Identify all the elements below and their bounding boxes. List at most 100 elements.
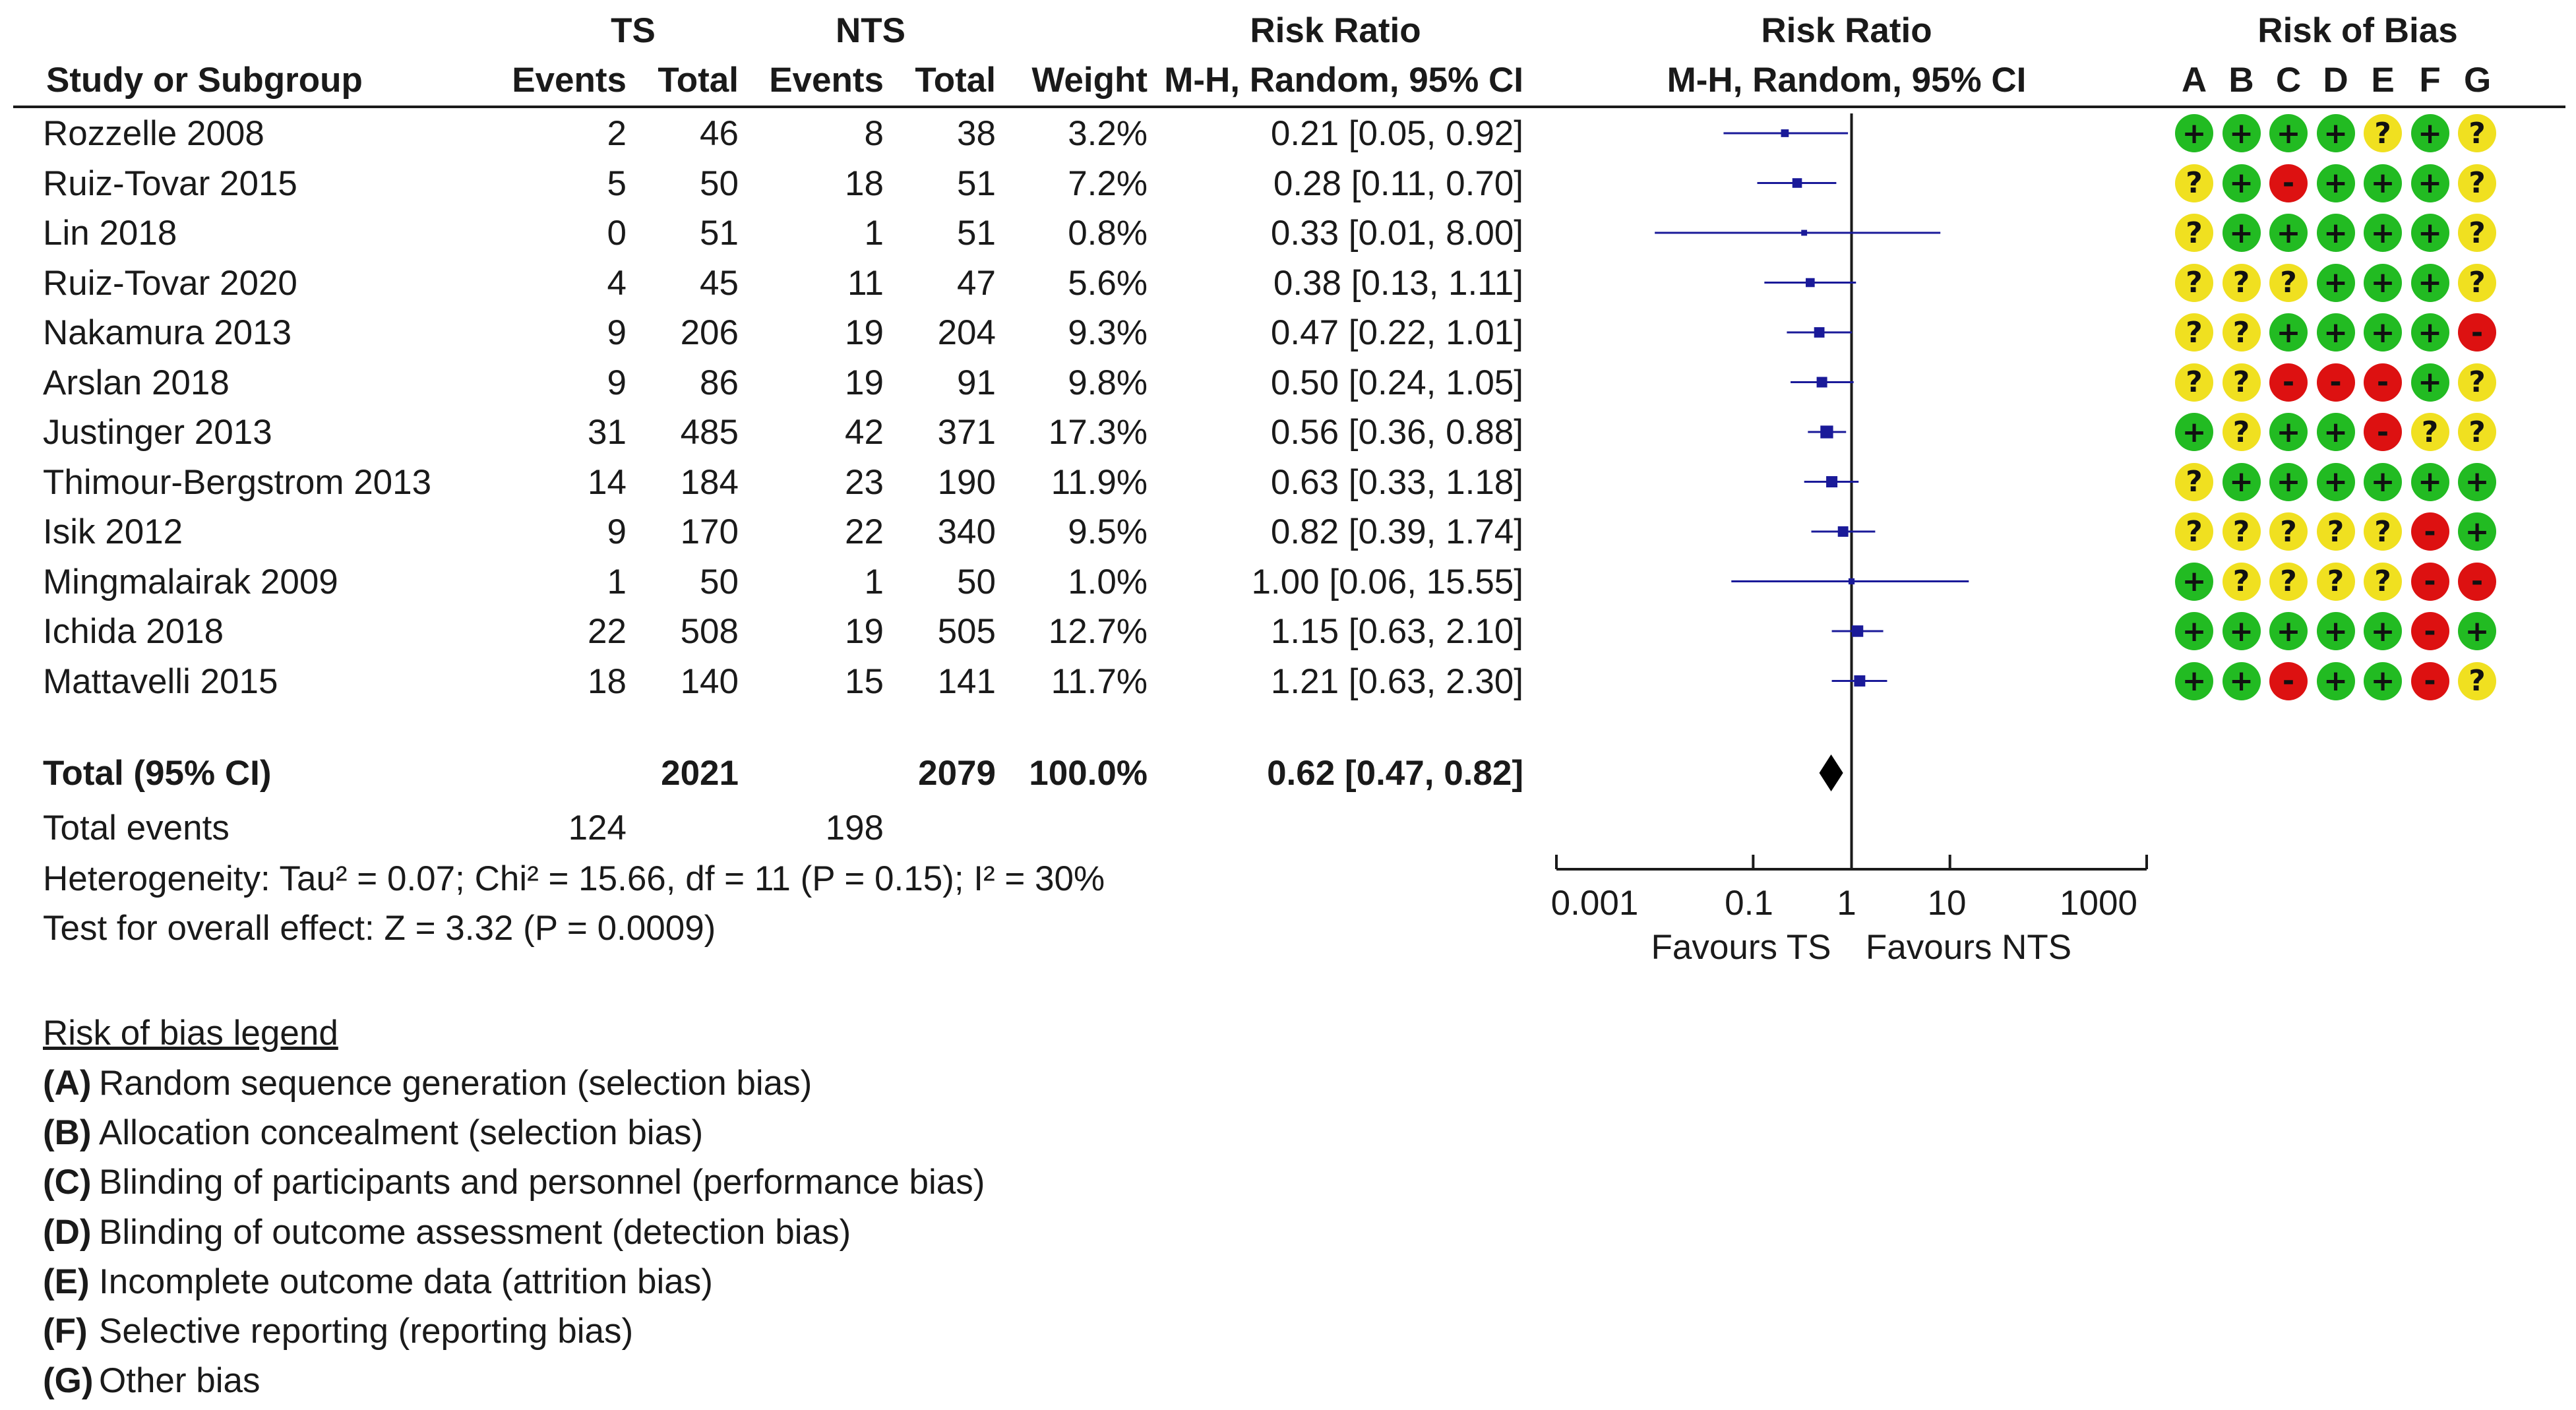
legend-text: Random sequence generation (selection bi… bbox=[99, 1064, 813, 1103]
rob-header-title: Risk of Bias bbox=[2257, 11, 2458, 50]
rob-high-dot: - bbox=[2410, 512, 2449, 551]
rob-low-dot: + bbox=[2364, 214, 2402, 252]
nts-total: 190 bbox=[937, 462, 996, 502]
study-name: Isik 2012 bbox=[43, 512, 183, 551]
rob-unclear-dot: ? bbox=[2175, 313, 2213, 352]
rob-low-dot: + bbox=[2175, 114, 2213, 152]
study-weight: 1.0% bbox=[1068, 562, 1148, 601]
nts-total: 38 bbox=[957, 114, 996, 153]
study-ci-text: 0.28 [0.11, 0.70] bbox=[1273, 164, 1523, 203]
rob-unclear-dot: ? bbox=[2222, 363, 2261, 402]
study-weight: 5.6% bbox=[1068, 263, 1148, 303]
legend-key: (E) bbox=[43, 1262, 90, 1301]
rob-letter-g: G bbox=[2464, 61, 2492, 100]
rob-low-dot: + bbox=[2222, 214, 2261, 252]
rob-low-dot: + bbox=[2410, 363, 2449, 402]
rob-low-dot: + bbox=[2458, 462, 2496, 501]
rob-low-dot: + bbox=[2222, 612, 2261, 650]
rob-unclear-dot: ? bbox=[2458, 114, 2496, 152]
rob-low-dot: + bbox=[2316, 214, 2355, 252]
point-estimate-marker bbox=[1816, 377, 1827, 388]
nts-events: 42 bbox=[845, 413, 884, 452]
rob-high-dot: - bbox=[2269, 363, 2308, 402]
nts-events: 1 bbox=[864, 214, 884, 253]
total-events-ts: 124 bbox=[568, 809, 627, 847]
rob-low-dot: + bbox=[2175, 562, 2213, 601]
rob-unclear-dot: ? bbox=[2175, 263, 2213, 302]
ts-total: 46 bbox=[700, 114, 739, 153]
plot-header-title: Risk Ratio bbox=[1761, 11, 1932, 50]
legend-text: Other bias bbox=[99, 1361, 261, 1401]
study-name: Lin 2018 bbox=[43, 214, 177, 253]
study-column-header: Study or Subgroup bbox=[46, 61, 363, 100]
rob-low-dot: + bbox=[2175, 413, 2213, 451]
ts-events: 4 bbox=[607, 263, 627, 303]
rob-unclear-dot: ? bbox=[2222, 413, 2261, 451]
rob-unclear-dot: ? bbox=[2175, 164, 2213, 202]
study-name: Arslan 2018 bbox=[43, 363, 230, 402]
rr-header-method: M-H, Random, 95% CI bbox=[1164, 61, 1523, 100]
rob-low-dot: + bbox=[2269, 413, 2308, 451]
study-name: Thimour-Bergstrom 2013 bbox=[43, 462, 432, 502]
nts-events: 15 bbox=[845, 661, 884, 701]
rob-high-dot: - bbox=[2364, 363, 2402, 402]
total-ci-label: Total (95% CI) bbox=[43, 754, 272, 793]
x-tick-label: 1 bbox=[1837, 884, 1856, 923]
rob-high-dot: - bbox=[2364, 413, 2402, 451]
rob-low-dot: + bbox=[2316, 313, 2355, 352]
rob-unclear-dot: ? bbox=[2316, 562, 2355, 601]
ts-events: 22 bbox=[588, 612, 627, 651]
rob-unclear-dot: ? bbox=[2458, 214, 2496, 252]
legend-text: Selective reporting (reporting bias) bbox=[99, 1312, 634, 1351]
rob-low-dot: + bbox=[2316, 462, 2355, 501]
favours-nts-label: Favours NTS bbox=[1866, 928, 2071, 967]
study-weight: 17.3% bbox=[1048, 413, 1148, 452]
study-weight: 0.8% bbox=[1068, 214, 1148, 253]
point-estimate-marker bbox=[1801, 230, 1808, 236]
rob-unclear-dot: ? bbox=[2458, 661, 2496, 700]
study-name: Mingmalairak 2009 bbox=[43, 562, 338, 601]
point-estimate-marker bbox=[1814, 327, 1825, 338]
point-estimate-marker bbox=[1851, 625, 1864, 637]
rob-low-dot: + bbox=[2410, 114, 2449, 152]
rob-low-dot: + bbox=[2222, 164, 2261, 202]
study-ci-text: 0.33 [0.01, 8.00] bbox=[1270, 214, 1523, 253]
study-name: Mattavelli 2015 bbox=[43, 661, 278, 701]
rob-unclear-dot: ? bbox=[2269, 263, 2308, 302]
nts-total: 505 bbox=[937, 612, 996, 651]
plot-header-method: M-H, Random, 95% CI bbox=[1667, 61, 2027, 100]
study-weight: 12.7% bbox=[1048, 612, 1148, 651]
study-name: Justinger 2013 bbox=[43, 413, 272, 452]
rob-low-dot: + bbox=[2175, 661, 2213, 700]
nts-events: 1 bbox=[864, 562, 884, 601]
rob-unclear-dot: ? bbox=[2269, 562, 2308, 601]
study-ci-text: 0.82 [0.39, 1.74] bbox=[1270, 512, 1523, 551]
ts-events: 18 bbox=[588, 661, 627, 701]
ts-total: 140 bbox=[680, 661, 739, 701]
nts-events: 8 bbox=[864, 114, 884, 153]
rob-low-dot: + bbox=[2269, 214, 2308, 252]
study-ci-text: 1.00 [0.06, 15.55] bbox=[1251, 562, 1523, 601]
point-estimate-marker bbox=[1792, 178, 1802, 188]
point-estimate-marker bbox=[1806, 278, 1815, 288]
point-estimate-marker bbox=[1781, 129, 1789, 137]
rob-low-dot: + bbox=[2410, 462, 2449, 501]
rob-unclear-dot: ? bbox=[2458, 164, 2496, 202]
total-events-nts: 198 bbox=[825, 809, 884, 847]
point-estimate-marker bbox=[1826, 475, 1838, 488]
total-ci-text: 0.62 [0.47, 0.82] bbox=[1267, 754, 1523, 793]
nts-total-header: Total bbox=[915, 61, 996, 100]
legend-text: Allocation concealment (selection bias) bbox=[99, 1113, 704, 1153]
rob-low-dot: + bbox=[2410, 263, 2449, 302]
ts-total-header: Total bbox=[658, 61, 739, 100]
rob-letter-d: D bbox=[2323, 61, 2348, 100]
study-name: Ruiz-Tovar 2015 bbox=[43, 164, 297, 203]
ts-total: 50 bbox=[700, 164, 739, 203]
rob-unclear-dot: ? bbox=[2458, 413, 2496, 451]
legend-key: (B) bbox=[43, 1113, 92, 1153]
rob-low-dot: + bbox=[2175, 612, 2213, 650]
rob-unclear-dot: ? bbox=[2269, 512, 2308, 551]
x-tick-label: 0.001 bbox=[1551, 884, 1639, 923]
